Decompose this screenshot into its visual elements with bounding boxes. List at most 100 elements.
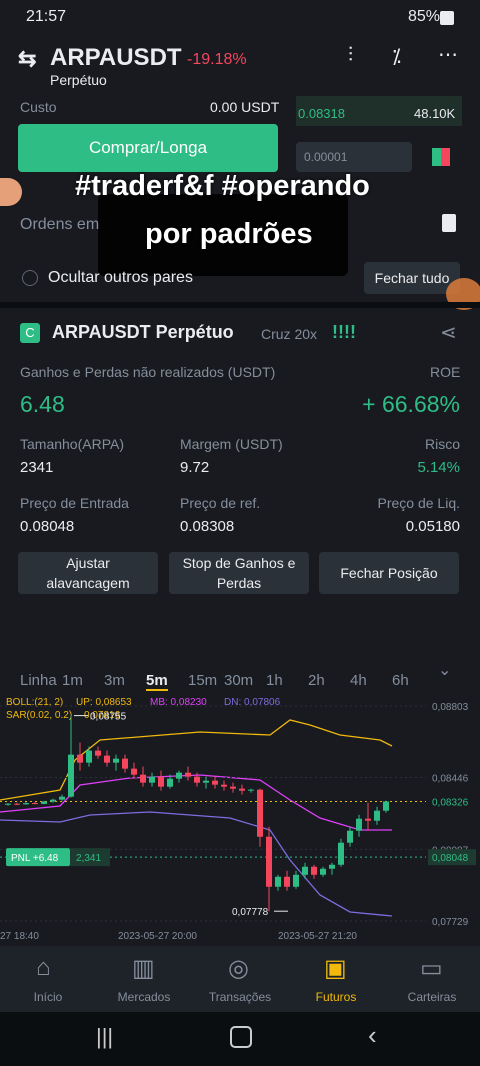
boll-label: BOLL:(21, 2) [6, 697, 64, 708]
candle-body [356, 818, 362, 831]
candle-body [365, 818, 371, 821]
nav-label[interactable]: Mercados [117, 990, 171, 1004]
candle-body [23, 803, 29, 805]
x-tick-label: 2023-05-27 21:20 [278, 931, 357, 942]
divider [0, 302, 480, 308]
candle-body [86, 750, 92, 763]
back-button[interactable]: ‹ [368, 1020, 377, 1050]
more-icon[interactable]: ⋯ [438, 44, 458, 66]
margin-mode[interactable]: Cruz 20x [261, 326, 318, 342]
chart-icon[interactable]: ⫶ [348, 44, 353, 66]
low-label: 0,07778 [232, 907, 269, 918]
nav-icon[interactable]: ▥ [132, 955, 155, 982]
orders-tab[interactable]: Ordens em [20, 216, 100, 233]
boll-lower [0, 811, 393, 917]
candle-body [122, 758, 128, 769]
candle-body [338, 842, 344, 865]
risk-bars: !!!! [332, 322, 356, 342]
interval-tab[interactable]: 30m [224, 672, 254, 689]
size-label: Tamanho(ARPA) [20, 436, 125, 452]
candle-body [32, 803, 38, 805]
pnl-tag-bg [6, 848, 70, 867]
candle-body [293, 874, 299, 887]
overlay-text: #traderf&f #operando [75, 170, 370, 202]
interval-tab[interactable]: Linha [20, 672, 57, 689]
buy-button[interactable]: Comprar/Longa [18, 124, 278, 172]
candle-body [248, 789, 254, 791]
nav-icon[interactable]: ◎ [228, 955, 249, 982]
calc-icon[interactable]: ⁒ [392, 46, 401, 68]
nav-icon[interactable]: ▭ [420, 955, 443, 982]
interval-tab[interactable]: 15m [188, 672, 218, 689]
swap-icon[interactable]: ⇆ [18, 46, 37, 71]
cost-value: 0.00 USDT [210, 99, 280, 115]
price-tag-bg [428, 793, 476, 810]
pnl-label: Ganhos e Perdas não realizados (USDT) [20, 364, 276, 380]
y-tick-label: 0,08803 [432, 702, 469, 713]
nav-icon[interactable]: ⌂ [36, 954, 51, 981]
interval-tab[interactable]: 5m [146, 672, 168, 691]
candle-body [302, 866, 308, 875]
precision-select[interactable]: 0.00001 [296, 142, 412, 172]
book-size: 48.10K [414, 106, 456, 121]
home-button[interactable] [230, 1026, 252, 1048]
candle-body [113, 758, 119, 763]
price-chart: 0,088030,084460,080870,077290,083260,080… [0, 702, 476, 942]
leverage-button[interactable]: Ajustar alavancagem [18, 552, 158, 594]
candle-body [149, 776, 155, 783]
interval-tab[interactable]: 4h [350, 672, 367, 689]
nav-label[interactable]: Carteiras [407, 990, 457, 1004]
close-position-button[interactable]: Fechar Posição [319, 552, 459, 594]
pnl-tag: PNL +6.48 [11, 853, 59, 864]
pnl-size: 2,341 [76, 853, 101, 864]
recent-apps[interactable]: ||| [96, 1024, 114, 1049]
candle-body [230, 786, 236, 789]
risk-value: 5.14% [417, 459, 460, 476]
price-tag: 0,08048 [432, 853, 469, 864]
battery-icon [440, 11, 454, 25]
interval-tab[interactable]: 6h [392, 672, 409, 689]
candle-body [239, 788, 245, 791]
x-tick-label: 2023-05-27 20:00 [118, 931, 197, 942]
clock: 21:57 [26, 8, 67, 25]
candle-body [383, 801, 389, 811]
close-all[interactable]: Fechar tudo [364, 262, 460, 294]
hide-pairs[interactable]: Ocultar outros pares [48, 269, 193, 286]
bottom-nav [0, 946, 480, 1012]
candle-body [95, 750, 101, 756]
layout-icon[interactable] [432, 148, 450, 166]
price-tag: 0,08326 [432, 797, 469, 808]
share-icon[interactable]: ⋖ [440, 322, 457, 344]
candle-body [266, 836, 272, 887]
nav-label[interactable]: Futuros [315, 990, 357, 1004]
interval-tab[interactable]: 3m [104, 672, 125, 689]
risk-label: Risco [424, 436, 460, 452]
nav-icon[interactable]: ▣ [324, 955, 347, 982]
candle-body [5, 803, 11, 805]
interval-tab[interactable]: 1m [62, 672, 83, 689]
pnl-value: 6.48 [20, 391, 65, 417]
floating-camera[interactable] [0, 178, 22, 206]
roe-label: ROE [430, 364, 461, 380]
mark-label: Preço de ref. [180, 495, 261, 511]
checkbox[interactable] [22, 270, 38, 286]
position-title: ARPAUSDT Perpétuo [52, 322, 234, 342]
liq-value: 0.05180 [405, 518, 460, 535]
tpsl-button[interactable]: Stop de Ganhos e Perdas [169, 552, 309, 594]
doc-icon[interactable] [442, 214, 456, 232]
candle-body [320, 868, 326, 875]
expand-icon[interactable]: ⌄ [438, 662, 452, 679]
overlay-text: por padrões [145, 218, 313, 250]
interval-tab[interactable]: 2h [308, 672, 325, 689]
boll-upper [0, 719, 393, 801]
draw-toolbar [98, 194, 348, 276]
boll-dn: DN: 0,07806 [224, 697, 281, 708]
symbol[interactable]: ARPAUSDT [50, 44, 182, 71]
candle-body [104, 755, 110, 763]
y-tick-label: 0,08446 [432, 773, 469, 784]
system-nav [0, 1012, 480, 1066]
nav-label[interactable]: Início [33, 990, 63, 1004]
nav-label[interactable]: Transações [208, 990, 272, 1004]
book-row [296, 96, 462, 126]
interval-tab[interactable]: 1h [266, 672, 283, 689]
